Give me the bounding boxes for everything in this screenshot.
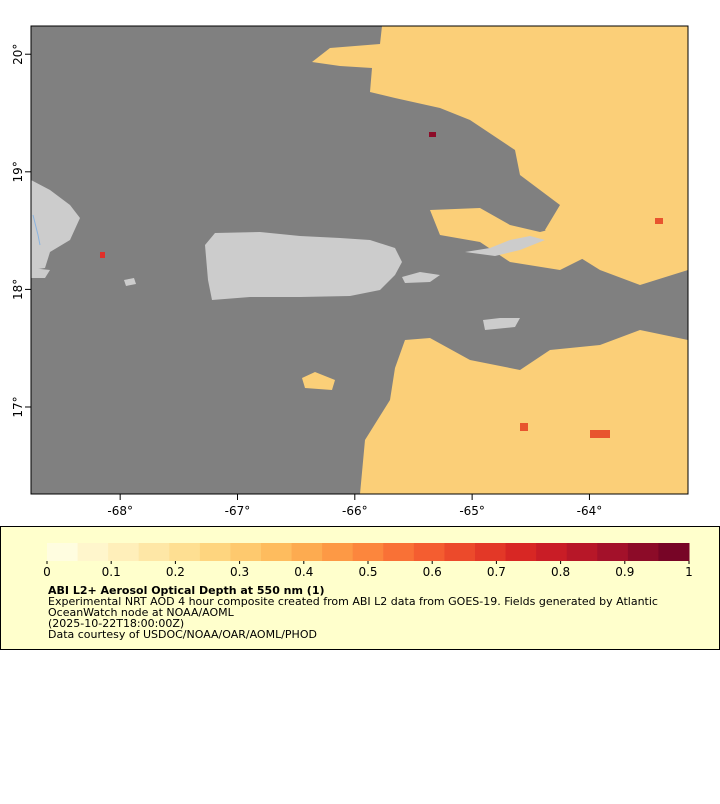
colorbar-tick-label: 1 <box>685 565 693 579</box>
st-croix <box>483 318 520 330</box>
aerosol-region <box>302 372 335 390</box>
mona-island <box>124 278 136 286</box>
colorbar-step <box>383 543 415 561</box>
colorbar-step <box>352 543 384 561</box>
colorbar-step <box>627 543 659 561</box>
colorbar-step <box>505 543 537 561</box>
map-frame <box>30 25 689 495</box>
hotspot <box>100 252 105 258</box>
y-tick-label: 18° <box>11 279 25 300</box>
colorbar-step <box>230 543 262 561</box>
colorbar-step <box>169 543 201 561</box>
legend-note: OceanWatch node at NOAA/AOML <box>48 606 235 619</box>
colorbar-step <box>566 543 598 561</box>
legend-title: ABI L2+ Aerosol Optical Depth at 550 nm … <box>48 584 325 597</box>
colorbar-step <box>597 543 629 561</box>
colorbar-step <box>536 543 568 561</box>
hotspot <box>655 218 663 224</box>
x-tick-label: -65° <box>459 504 485 518</box>
x-tick-label: -64° <box>577 504 603 518</box>
puerto-rico <box>205 232 402 300</box>
hispaniola <box>31 268 50 278</box>
colorbar-step <box>658 543 690 561</box>
colorbar-tick-label: 0.9 <box>615 565 634 579</box>
x-tick-label: -67° <box>225 504 251 518</box>
y-tick-label: 19° <box>11 161 25 182</box>
hispaniola <box>31 180 80 270</box>
aerosol-region <box>360 330 688 494</box>
y-tick-label: 17° <box>11 396 25 417</box>
colorbar-step <box>199 543 231 561</box>
y-tick-label: 20° <box>11 44 25 65</box>
colorbar-tick-label: 0.8 <box>551 565 570 579</box>
colorbar-step <box>261 543 293 561</box>
colorbar-step <box>47 543 79 561</box>
axes: -68° -67° -66° -65° -64° 17° 18° 19° 20° <box>11 44 602 518</box>
colorbar-step <box>291 543 323 561</box>
colorbar-step <box>444 543 476 561</box>
x-tick-label: -66° <box>342 504 368 518</box>
colorbar-tick-label: 0.6 <box>423 565 442 579</box>
colorbar-tick-label: 0.2 <box>166 565 185 579</box>
aerosol-region <box>312 26 688 285</box>
virgin-islands <box>465 236 545 256</box>
river <box>32 214 41 246</box>
hotspot <box>520 423 528 431</box>
colorbar-step <box>475 543 507 561</box>
colorbar-tick-label: 0.5 <box>358 565 377 579</box>
colorbar-step <box>413 543 445 561</box>
colorbar-step <box>108 543 140 561</box>
aerosol-hotspots <box>100 132 663 438</box>
colorbar: 0 0.1 0.2 0.3 0.4 0.5 0.6 0.7 0.8 0.9 1 <box>43 543 693 579</box>
colorbar-step <box>322 543 354 561</box>
colorbar-tick-label: 0.1 <box>102 565 121 579</box>
colorbar-step <box>77 543 109 561</box>
vieques <box>402 272 440 283</box>
aerosol-field <box>302 26 688 494</box>
x-tick-label: -68° <box>107 504 133 518</box>
legend-note: (2025-10-22T18:00:00Z) <box>48 617 184 630</box>
colorbar-step <box>138 543 170 561</box>
colorbar-tick-label: 0.7 <box>487 565 506 579</box>
colorbar-tick-label: 0 <box>43 565 51 579</box>
colorbar-tick-label: 0.3 <box>230 565 249 579</box>
colorbar-tick-label: 0.4 <box>294 565 313 579</box>
hotspot <box>429 132 436 137</box>
legend-note: Experimental NRT AOD 4 hour composite cr… <box>48 595 658 608</box>
legend-note: Data courtesy of USDOC/NOAA/OAR/AOML/PHO… <box>48 628 317 641</box>
hotspot <box>590 430 610 438</box>
land <box>31 180 545 330</box>
